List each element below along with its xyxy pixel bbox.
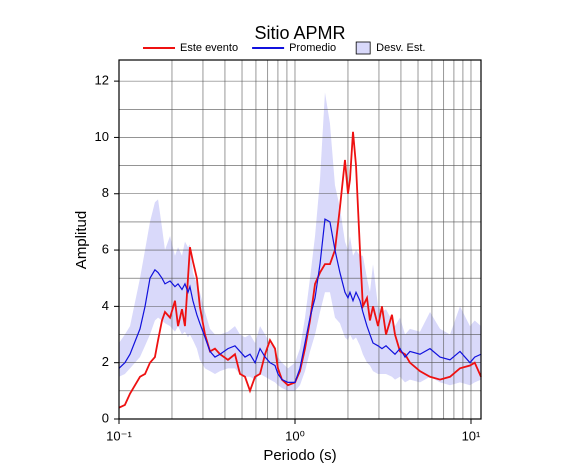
- y-tick-label: 12: [95, 73, 109, 88]
- y-tick-label: 6: [102, 241, 109, 256]
- y-axis-label: Amplitud: [73, 211, 90, 269]
- series-line: [118, 131, 482, 409]
- legend-label: Desv. Est.: [376, 42, 425, 54]
- std-band: [119, 92, 481, 391]
- x-tick-label: 10¹: [462, 428, 481, 443]
- legend-label: Promedio: [289, 42, 336, 54]
- series-line: [118, 218, 482, 383]
- y-tick-label: 10: [95, 129, 109, 144]
- y-tick-label: 4: [102, 298, 109, 313]
- y-tick-label: 2: [102, 354, 109, 369]
- plot-frame: [118, 59, 482, 420]
- legend-label: Este evento: [180, 42, 238, 54]
- legend-swatch: [355, 41, 371, 55]
- x-axis-label: Periodo (s): [263, 447, 336, 464]
- x-tick-label: 10⁰: [285, 428, 305, 443]
- y-tick-label: 8: [102, 185, 109, 200]
- x-tick-label: 10⁻¹: [106, 428, 132, 443]
- chart-title: Sitio APMR: [254, 23, 345, 43]
- y-tick-label: 0: [102, 410, 109, 425]
